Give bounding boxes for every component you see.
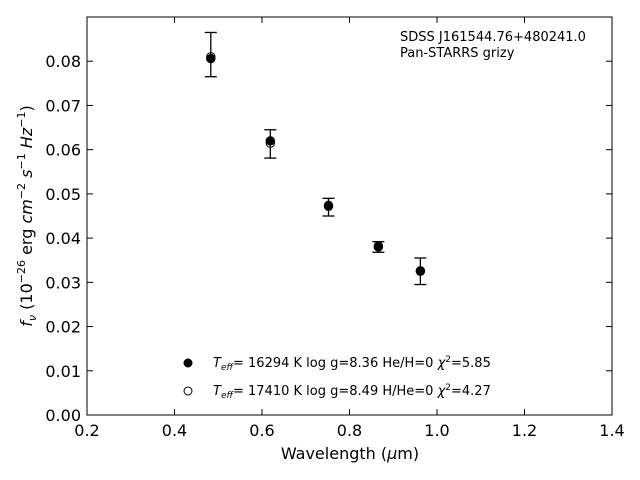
legend-entry-open: Teff= 17410 K log g=8.49 H/He=0 χ2=4.27 xyxy=(213,383,491,401)
y-tick-label: 0.08 xyxy=(45,52,81,71)
model-point-filled xyxy=(323,200,334,211)
legend-entry-open-value: = 17410 K log g=8.49 H/He=0 xyxy=(233,384,438,399)
y-tick-label: 0.03 xyxy=(45,273,81,292)
y-tick-label: 0.07 xyxy=(45,96,81,115)
tick-group: 0.2 0.4 0.6 0.8 1.0 1.2 1.4 0.00 0.01 0.02 0.03 0.0… xyxy=(45,17,625,440)
model-point-filled xyxy=(265,136,276,146)
y-tick-label: 0.01 xyxy=(45,362,81,381)
legend-entry-open-chi: =4.27 xyxy=(451,384,491,399)
annotation-object-name: SDSS J161544.76+480241.0 xyxy=(400,30,586,45)
x-tick-label: 1.4 xyxy=(599,421,624,440)
legend: Teff= 16294 K log g=8.36 He/H=0 χ2=5.85 … xyxy=(183,355,491,401)
legend-entry-filled: Teff= 16294 K log g=8.36 He/H=0 χ2=5.85 xyxy=(213,355,491,373)
y-tick-label: 0.05 xyxy=(45,185,81,204)
y-axis-label: fν (10−26 erg cm−2 s−1 Hz−1) xyxy=(15,105,39,326)
y-tick-label: 0.04 xyxy=(45,229,81,248)
model-point-filled xyxy=(373,241,384,251)
legend-marker-open xyxy=(183,386,193,396)
x-tick-label: 0.6 xyxy=(249,421,274,440)
y-tick-label: 0.00 xyxy=(45,406,81,425)
x-tick-label: 1.2 xyxy=(512,421,537,440)
x-tick-label: 0.4 xyxy=(162,421,187,440)
marker-group xyxy=(206,52,426,276)
model-point-filled xyxy=(206,53,216,64)
model-point-filled xyxy=(415,266,426,276)
annotation-survey: Pan-STARRS grizy xyxy=(400,46,515,61)
legend-marker-filled xyxy=(183,358,193,368)
legend-entry-filled-value: = 16294 K log g=8.36 He/H=0 xyxy=(233,356,438,371)
legend-entry-filled-chi: =5.85 xyxy=(451,356,491,371)
x-tick-label: 0.8 xyxy=(337,421,362,440)
errorbar-group xyxy=(204,31,427,286)
y-tick-label: 0.02 xyxy=(45,318,81,337)
x-tick-label: 1.0 xyxy=(424,421,449,440)
y-tick-label: 0.06 xyxy=(45,141,81,160)
x-tick-label: 0.2 xyxy=(74,421,99,440)
x-axis-label: Wavelength (μm) xyxy=(281,444,419,463)
